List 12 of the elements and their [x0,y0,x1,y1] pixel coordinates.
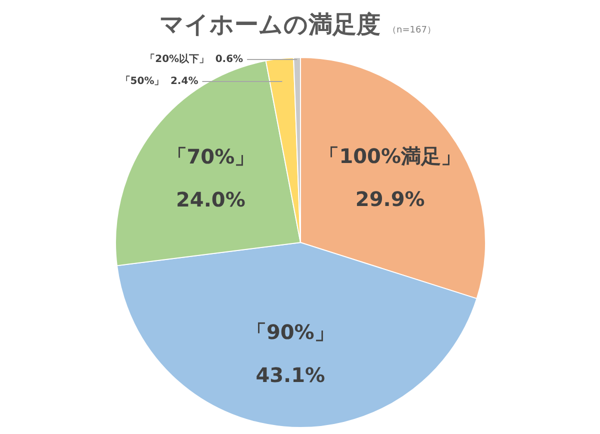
data-label: 29.9% [355,186,425,211]
chart-title: マイホームの満足度 [160,10,380,38]
data-label: 2.4% [170,76,198,87]
data-label: 43.1% [256,363,326,388]
slice-label: 「50%」 [120,75,164,87]
slice-label: 「70%」 [166,144,255,168]
slice-label: 「90%」 [246,320,334,344]
slice-label: 「20%以下」 [145,53,210,65]
data-label: 0.6% [215,54,244,65]
data-label: 24.0% [176,187,246,212]
chart-subtitle: （n=167） [388,26,436,36]
slice-label: 「100%満足」 [319,144,461,168]
